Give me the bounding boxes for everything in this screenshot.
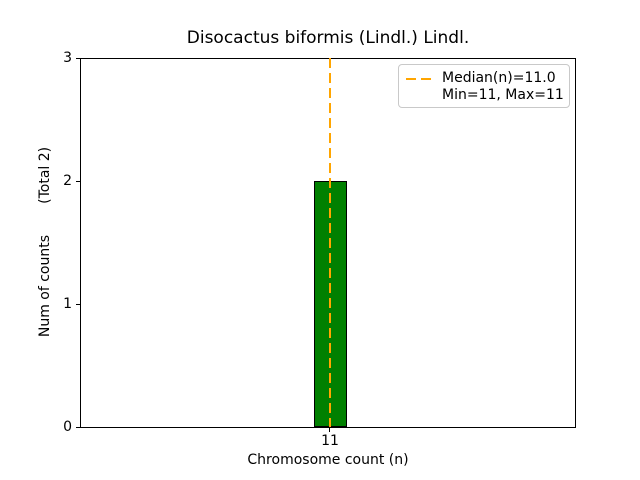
x-tick-mark — [329, 428, 330, 432]
y-tick-label: 0 — [63, 419, 72, 435]
legend-row-median: Median(n)=11.0 — [406, 70, 561, 87]
y-tick-mark — [76, 304, 80, 305]
legend: Median(n)=11.0 Min=11, Max=11 — [398, 64, 570, 108]
y-tick-mark — [76, 427, 80, 428]
y-tick-label: 1 — [63, 296, 72, 312]
legend-label-median: Median(n)=11.0 — [442, 70, 556, 86]
y-tick-label: 2 — [63, 173, 72, 189]
chart-title: Disocactus biformis (Lindl.) Lindl. — [186, 28, 470, 48]
y-tick-label: 3 — [63, 50, 72, 66]
y-axis-label: Num of counts (Total 2) — [37, 146, 53, 338]
median-dash-icon — [406, 77, 431, 80]
legend-row-minmax: Min=11, Max=11 — [406, 87, 564, 104]
legend-label-minmax: Min=11, Max=11 — [442, 87, 564, 103]
x-tick-label: 11 — [321, 433, 339, 449]
y-tick-mark — [76, 181, 80, 182]
x-axis-label: Chromosome count (n) — [247, 452, 409, 468]
y-tick-mark — [76, 58, 80, 59]
median-line — [329, 58, 331, 427]
legend-empty-sample — [406, 95, 431, 97]
